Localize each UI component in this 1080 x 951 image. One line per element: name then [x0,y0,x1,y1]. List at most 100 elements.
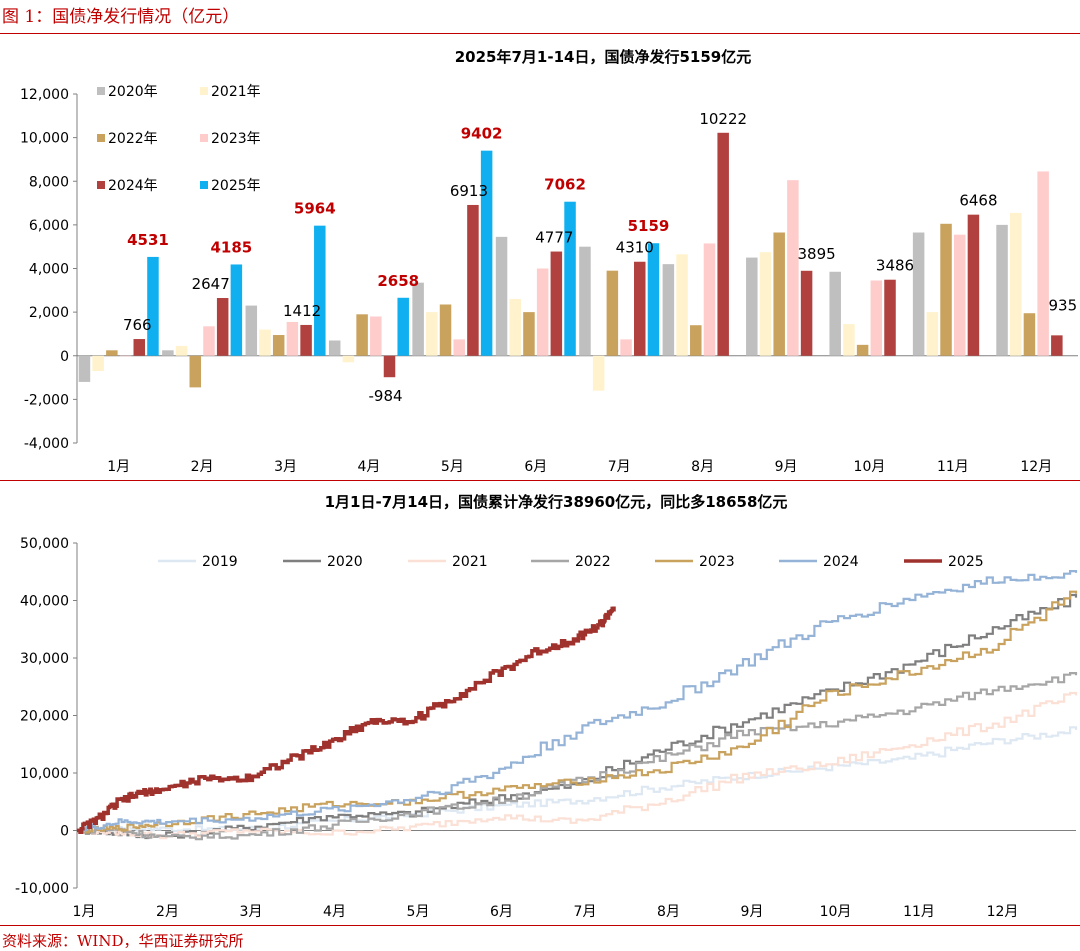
legend-label: 2022 [575,554,611,570]
series-line [77,726,1078,834]
bar [787,180,799,356]
bar [550,251,563,356]
bar [940,223,952,356]
x-tick-label: 8月 [691,459,714,475]
bar [829,271,841,356]
top-rule [0,33,1080,34]
y-tick-label: 6,000 [29,218,69,234]
bar [189,355,202,388]
x-tick-label: 6月 [524,459,547,475]
bar [912,232,925,356]
x-tick-label: 10月 [820,904,852,920]
bar [703,243,716,356]
bar [647,243,660,356]
bar [606,270,619,356]
bar [480,150,493,356]
legend-label: 2019 [202,554,238,570]
y-tick-label: 10,000 [20,131,69,147]
chart-divider [0,480,1080,481]
bar [634,261,646,356]
bar [106,350,118,356]
bar [662,264,675,356]
x-tick-label: 5月 [407,904,430,920]
legend-label: 2020 [327,554,363,570]
legend-label: 2024 [823,554,859,570]
x-tick-label: 12月 [1020,459,1052,475]
bar [245,305,258,356]
bar [328,340,341,356]
bar [884,279,896,356]
line-chart-title: 1月1日-7月14日，国债累计净发行38960亿元，同比多18658亿元 [325,493,788,511]
legend-swatch [97,181,105,189]
bar [300,324,312,356]
bar [620,339,632,356]
data-label-2024: 935 [1049,296,1078,314]
data-label-2025: 5964 [294,200,336,218]
legend-label: 2025年 [211,178,261,194]
bar [342,355,355,363]
bar [412,282,424,356]
x-tick-label: 7月 [574,904,597,920]
y-tick-label: 12,000 [20,87,69,103]
x-tick-label: 3月 [274,459,297,475]
data-label-2025: 2658 [377,272,419,290]
data-label-2024: 766 [123,316,152,334]
data-label-2024: 1412 [283,302,321,320]
legend-label: 2023年 [211,131,261,147]
data-label-2025: 4185 [211,238,253,256]
bar [746,257,758,356]
data-label-2024: 4310 [616,239,654,257]
bar [370,316,382,356]
y-tick-label: 50,000 [20,536,69,552]
data-label-2025: 9402 [461,125,503,143]
bar [119,355,132,357]
bar [536,268,549,356]
bar-chart: 2025年7月1-14日，国债净发行5159亿元 12,000 10,000 8,00… [20,48,1078,475]
legend-label: 2022年 [108,131,158,147]
y-tick-label: 2,000 [29,305,69,321]
data-label-2025: 7062 [544,176,586,194]
y-tick-label: 10,000 [20,766,69,782]
bottom-rule [0,925,1080,926]
legend-label: 2021年 [211,84,261,100]
bar [856,344,869,356]
x-tick-label: 4月 [357,459,380,475]
series-line [77,590,1078,834]
x-tick-label: 7月 [608,459,631,475]
x-tick-label: 1月 [73,904,96,920]
y-tick-label: 0 [60,349,69,365]
bar [133,339,146,356]
bar [926,312,939,356]
y-tick-label: 30,000 [20,651,69,667]
bar [92,355,104,372]
x-tick-label: 6月 [490,904,513,920]
y-tick-label: 8,000 [29,174,69,190]
x-tick-label: 3月 [240,904,263,920]
legend-label: 2025 [948,554,984,570]
bar [996,224,1008,356]
bar [356,314,368,356]
legend-label: 2021 [452,554,488,570]
x-tick-label: 2月 [156,904,179,920]
bar [690,325,702,356]
x-tick-label: 4月 [323,904,346,920]
bar [592,355,605,391]
data-label-2024: -984 [368,387,402,405]
bar [800,270,813,356]
legend-label: 2023 [699,554,735,570]
bar [314,225,326,356]
x-tick-label: 11月 [937,459,969,475]
data-label-2024: 6913 [450,182,488,200]
bar [509,299,521,356]
series-line [76,606,616,834]
y-tick-label: 40,000 [20,594,69,610]
bar [467,204,479,356]
bar [272,335,285,356]
bar [579,246,591,356]
data-label-2025: 5159 [628,217,670,235]
bar [439,304,452,356]
series-line [77,672,1078,841]
bar [773,232,785,356]
x-tick-label: 10月 [854,459,886,475]
x-tick-label: 2月 [191,459,214,475]
